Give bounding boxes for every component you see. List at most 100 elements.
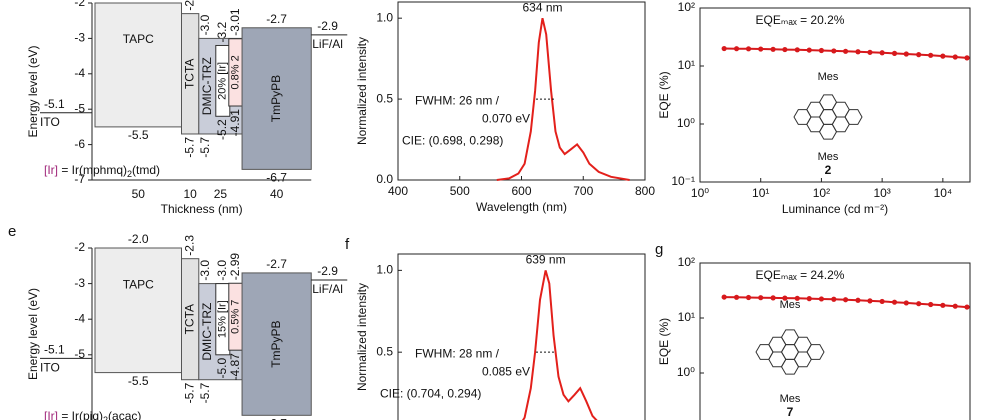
y-tick-label: -2 (74, 0, 85, 9)
eqe-point (842, 48, 849, 54)
dopant-name: 0.5% 7 (230, 300, 242, 334)
eqe-point (964, 55, 970, 61)
x-tick-label: 10² (813, 186, 830, 200)
eqe-point (818, 47, 825, 54)
ir-definition-part: 2 (127, 170, 132, 180)
molecule-ring (793, 109, 812, 125)
x-tick-label: 600 (511, 184, 531, 198)
x-axis-label: Luminance (cd m⁻²) (782, 202, 888, 216)
y-tick-label: -6 (74, 137, 85, 151)
dopant-name: 20% [Ir] (217, 62, 229, 100)
ir-definition-part: = Ir(mphmq) (58, 163, 127, 177)
dopant-name: 0.8% 2 (230, 55, 242, 89)
molecule-label: Mes (818, 71, 839, 83)
homo-label: -5.7 (198, 382, 212, 403)
x-tick-label: 10⁰ (691, 186, 709, 200)
ir-definition: [Ir] = Ir(piq)2(acac) (44, 409, 141, 420)
molecule-ring (806, 344, 825, 360)
panel-letter: e (8, 223, 16, 240)
eqe-point (903, 51, 909, 57)
y-tick-label: 10² (678, 0, 695, 14)
layer-name: TCTA (182, 59, 196, 89)
y-axis-label: Normalized intensity (355, 283, 369, 391)
y-tick-label: 0.5 (376, 344, 393, 358)
y-tick-label: 10¹ (678, 58, 695, 72)
homo-label: -6.7 (266, 416, 287, 420)
layer-box (241, 27, 312, 170)
molecule-ring (755, 344, 774, 360)
y-tick-label: 10⁰ (677, 116, 695, 130)
cie-label: CIE: (0.704, 0.294) (380, 386, 481, 400)
plot-frame (699, 7, 971, 183)
eqe-point (916, 301, 922, 307)
eqe-point (794, 295, 800, 301)
ir-definition-part: [Ir] (44, 163, 58, 177)
fwhm-label: FWHM: 28 nm / (415, 346, 500, 360)
thickness-label: 50 (132, 187, 146, 201)
eqe-point (879, 298, 885, 305)
y-tick-label: -5 (74, 101, 85, 115)
eqe-point (733, 46, 740, 52)
lumo-label: -3.0 (215, 260, 229, 281)
lumo-label: -2.7 (266, 257, 287, 271)
eqe-point (855, 49, 861, 55)
ir-definition: [Ir] = Ir(mphmq)2(tmd) (44, 163, 160, 179)
anode-name: ITO (40, 361, 60, 375)
eqe-point (964, 304, 970, 310)
cie-label: CIE: (0.698, 0.298) (402, 133, 503, 147)
eqe-point (891, 50, 898, 56)
eqe-point (758, 46, 764, 52)
eqe-max-label: EQEₘₐₓ = 24.2% (756, 268, 845, 282)
eqe-point (770, 46, 776, 52)
layer-box (241, 272, 312, 416)
eqe-point (903, 300, 909, 306)
homo-label: -6.7 (266, 171, 287, 185)
cathode-name: LiF/Al (312, 37, 343, 51)
eqe-point (940, 53, 946, 59)
plot-frame (397, 253, 646, 420)
lumo-label: -3.0 (198, 260, 212, 281)
layer-box (94, 247, 182, 374)
eqe-point (928, 301, 934, 308)
molecule-label: Mes (780, 393, 801, 405)
ir-definition-part: (tmd) (132, 163, 160, 177)
molecule-number: 2 (825, 163, 832, 177)
eqe-point (770, 295, 776, 301)
ir-definition-part: [Ir] (44, 409, 58, 420)
eqe-point (721, 294, 727, 300)
panel-letter: g (655, 241, 663, 258)
x-tick-label: 500 (450, 184, 470, 198)
y-tick-label: 10⁰ (677, 365, 695, 379)
cathode-name: LiF/Al (312, 282, 343, 296)
homo-label: -5.0 (215, 357, 229, 378)
thickness-label: 25 (214, 187, 228, 201)
eqe-point (806, 47, 812, 53)
eqe-point (831, 296, 837, 302)
cathode-value: -2.9 (317, 19, 338, 33)
homo-label: -4.87 (228, 353, 242, 381)
eqe-point (952, 303, 958, 309)
molecule-ring (844, 109, 863, 125)
ir-definition-part: (acac) (108, 409, 141, 420)
spectrum-line (521, 270, 598, 420)
homo-label: -4.91 (228, 109, 242, 137)
x-tick-label: 800 (635, 184, 655, 198)
x-tick-label: 700 (573, 184, 593, 198)
y-tick-label: 10⁻¹ (671, 174, 695, 188)
eqe-point (794, 47, 800, 53)
anode-value: -5.1 (44, 97, 65, 111)
homo-label: -5.5 (128, 374, 149, 388)
y-tick-label: 10¹ (678, 310, 695, 324)
homo-label: -5.5 (128, 128, 149, 142)
ir-definition-part: = Ir(piq) (58, 409, 103, 420)
layer-name: TAPC (123, 32, 154, 46)
peak-label: 634 nm (522, 0, 562, 14)
eqe-point (867, 49, 873, 55)
y-axis-label: Energy level (eV) (26, 45, 40, 137)
x-tick-label: 10³ (873, 186, 890, 200)
x-tick-label: 10¹ (752, 186, 769, 200)
lumo-label: -2.99 (228, 253, 242, 281)
peak-label: 639 nm (526, 253, 566, 267)
spectrum-line (496, 17, 630, 181)
